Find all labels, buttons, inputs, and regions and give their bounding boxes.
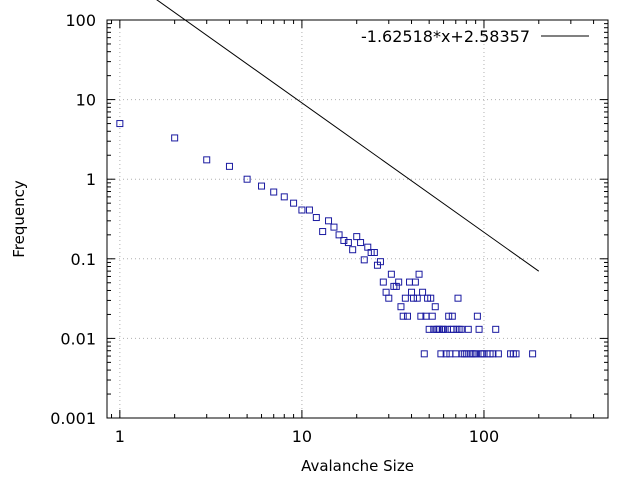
data-point — [420, 350, 428, 358]
data-point — [305, 206, 313, 214]
data-point — [360, 256, 368, 264]
data-point — [376, 258, 384, 266]
data-point — [280, 193, 288, 201]
data-point — [512, 350, 520, 358]
data-point — [312, 214, 320, 222]
data-point — [529, 350, 537, 358]
grid — [107, 20, 608, 418]
data-point — [448, 312, 456, 320]
data-point — [442, 350, 450, 358]
data-point — [357, 239, 365, 247]
data-point — [492, 325, 500, 333]
data-point — [392, 282, 400, 290]
data-point — [437, 350, 445, 358]
data-point — [225, 162, 233, 170]
data-point — [413, 294, 421, 302]
data-point — [446, 350, 454, 358]
data-point — [382, 288, 390, 296]
plot-frame — [106, 19, 609, 419]
data-point — [452, 350, 460, 358]
data-point — [349, 246, 357, 254]
data-point — [344, 239, 352, 247]
data-point — [440, 325, 448, 333]
data-point — [379, 278, 387, 286]
data-point — [330, 223, 338, 231]
data-points — [116, 120, 537, 358]
data-point — [494, 350, 502, 358]
data-point — [325, 217, 333, 225]
y-tick-label: 0.001 — [50, 409, 96, 428]
data-point — [475, 325, 483, 333]
data-point — [319, 228, 327, 236]
data-point — [445, 312, 453, 320]
data-point — [457, 325, 465, 333]
y-tick-label: 1 — [86, 170, 96, 189]
data-point — [397, 303, 405, 311]
data-point — [335, 231, 343, 239]
data-point — [116, 120, 124, 128]
y-axis-label: Frequency — [10, 180, 28, 258]
data-point — [401, 294, 409, 302]
data-point — [395, 278, 403, 286]
data-point — [464, 325, 472, 333]
data-point — [425, 325, 433, 333]
data-point — [455, 325, 463, 333]
data-point — [472, 350, 480, 358]
data-point — [415, 270, 423, 278]
data-point — [298, 206, 306, 214]
data-point — [489, 350, 497, 358]
data-point — [370, 249, 378, 256]
y-tick-label: 100 — [65, 11, 96, 30]
data-point — [473, 312, 481, 320]
legend: -1.62518*x+2.58357 — [361, 27, 589, 46]
data-point — [408, 288, 416, 296]
data-point — [431, 303, 439, 311]
data-point — [411, 278, 419, 286]
data-point — [462, 350, 470, 358]
data-point — [468, 350, 476, 358]
x-tick-label: 10 — [292, 427, 312, 446]
y-tick-label: 0.01 — [60, 329, 96, 348]
fit-line — [156, 0, 540, 272]
x-tick-label: 100 — [469, 427, 500, 446]
data-point — [203, 156, 211, 164]
x-axis-label: Avalanche Size — [301, 457, 414, 475]
data-point — [243, 175, 251, 183]
data-point — [290, 199, 298, 207]
data-point — [458, 350, 466, 358]
x-tick-label: 1 — [115, 427, 125, 446]
data-point — [419, 288, 427, 296]
data-point — [460, 350, 468, 358]
data-point — [406, 278, 414, 286]
data-point — [385, 294, 393, 302]
data-point — [470, 350, 478, 358]
data-point — [399, 312, 407, 320]
ticks: 1 10 100 0.001 0.01 0.1 1 10 100 — [50, 11, 608, 446]
fit-line-layer — [156, 0, 540, 272]
y-tick-label: 0.1 — [71, 250, 96, 269]
data-point — [409, 294, 417, 302]
data-point — [427, 294, 435, 302]
data-point — [258, 182, 266, 190]
data-point — [417, 312, 425, 320]
data-point — [447, 325, 455, 333]
data-point — [353, 233, 361, 241]
data-point — [428, 312, 436, 320]
data-point — [403, 312, 411, 320]
legend-label: -1.62518*x+2.58357 — [361, 27, 530, 46]
data-point — [454, 294, 462, 302]
data-point — [387, 270, 395, 278]
data-point — [171, 134, 179, 142]
y-tick-label: 10 — [76, 91, 96, 110]
data-point — [340, 236, 348, 244]
data-point — [270, 188, 278, 196]
